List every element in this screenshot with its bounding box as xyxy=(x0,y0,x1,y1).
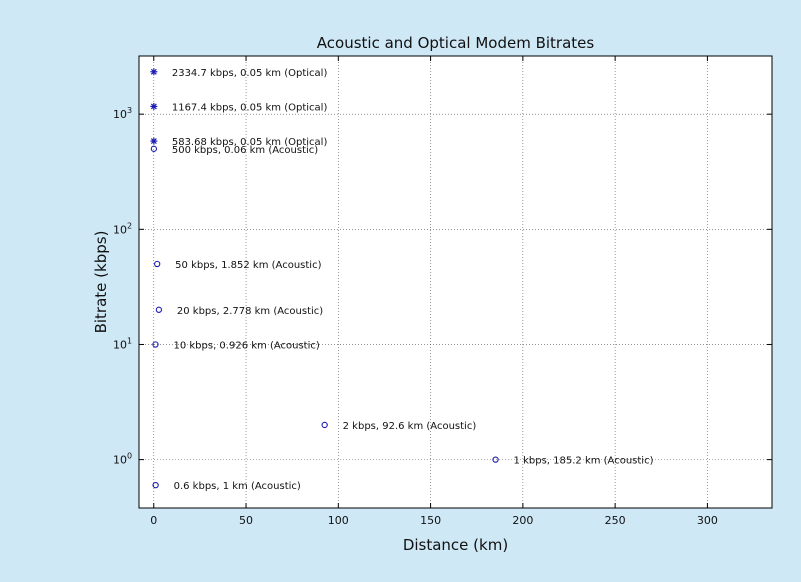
point-label: 10 kbps, 0.926 km (Acoustic) xyxy=(173,340,319,351)
acoustic-point-marker xyxy=(152,482,159,489)
y-tick-base: 10 xyxy=(113,223,127,236)
chart-title: Acoustic and Optical Modem Bitrates xyxy=(317,34,595,52)
x-tick-label: 250 xyxy=(605,514,626,527)
x-tick-label: 300 xyxy=(697,514,718,527)
y-tick-exponent: 1 xyxy=(127,336,132,345)
acoustic-point-marker xyxy=(154,260,161,268)
point-label: 2334.7 kbps, 0.05 km (Optical) xyxy=(172,68,328,79)
optical-point-marker xyxy=(150,102,158,110)
grid xyxy=(139,56,772,508)
x-tick-label: 200 xyxy=(512,514,533,527)
x-axis-title: Distance (km) xyxy=(403,536,508,554)
acoustic-point-marker xyxy=(155,306,163,313)
point-annotations: 2334.7 kbps, 0.05 km (Optical) 1167.4 kbp… xyxy=(172,68,654,492)
x-tick-label: 0 xyxy=(150,514,157,527)
point-label: 1 kbps, 185.2 km (Acoustic) xyxy=(514,456,654,467)
acoustic-point-marker xyxy=(321,421,328,429)
x-tick-label: 150 xyxy=(420,514,441,527)
y-tick-label: 102 xyxy=(113,221,132,236)
point-label: 500 kbps, 0.06 km (Acoustic) xyxy=(172,145,318,156)
y-tick-exponent: 3 xyxy=(127,106,132,115)
y-tick-label: 101 xyxy=(113,336,132,351)
plot-area xyxy=(139,56,772,508)
optical-point-marker xyxy=(150,68,158,76)
y-tick-base: 10 xyxy=(113,454,127,467)
point-label: 1167.4 kbps, 0.05 km (Optical) xyxy=(172,102,328,113)
point-label: 20 kbps, 2.778 km (Acoustic) xyxy=(177,306,323,317)
acoustic-point-marker xyxy=(492,456,499,463)
y-tick-base: 10 xyxy=(113,108,127,121)
point-label: 50 kbps, 1.852 km (Acoustic) xyxy=(175,260,321,271)
star-stroke xyxy=(150,103,157,110)
y-tick-base: 10 xyxy=(113,338,127,351)
acoustic-point-marker xyxy=(150,145,158,152)
x-tick-label: 50 xyxy=(239,514,253,527)
star-stroke xyxy=(150,68,157,75)
x-tick-label: 100 xyxy=(328,514,349,527)
y-tick-label: 100 xyxy=(113,452,132,467)
point-label: 2 kbps, 92.6 km (Acoustic) xyxy=(343,421,477,432)
plot-frame xyxy=(138,55,773,509)
point-label: 0.6 kbps, 1 km (Acoustic) xyxy=(174,481,301,492)
x-axis-ticks: 0 50 100 150 200 250 300 xyxy=(150,56,718,527)
data-points xyxy=(150,68,499,489)
star-stroke xyxy=(150,138,157,145)
y-tick-exponent: 0 xyxy=(127,452,132,461)
optical-point-marker xyxy=(150,137,158,145)
y-tick-label: 103 xyxy=(113,106,132,121)
point-label: 583.68 kbps, 0.05 km (Optical) xyxy=(172,137,328,148)
y-axis-title: Bitrate (kbps) xyxy=(92,231,110,334)
y-tick-exponent: 2 xyxy=(127,221,132,230)
acoustic-point-marker xyxy=(152,341,159,348)
